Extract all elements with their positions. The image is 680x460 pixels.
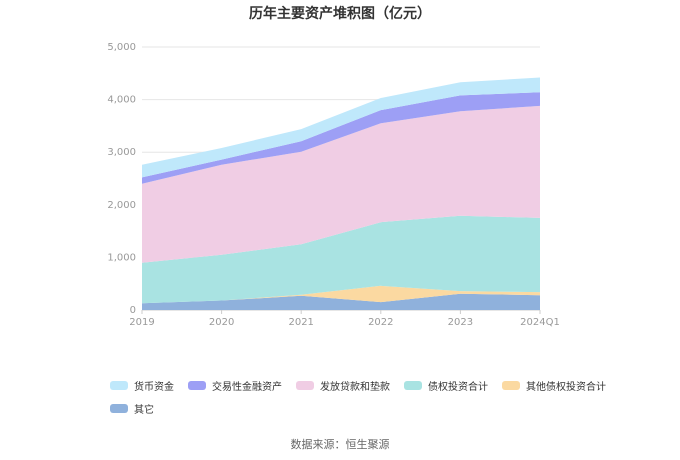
- legend-swatch: [296, 381, 314, 390]
- area-3: [142, 105, 540, 263]
- legend-swatch: [110, 381, 128, 390]
- x-tick-label: 2023: [448, 317, 473, 328]
- data-source: 数据来源：恒生聚源: [290, 438, 390, 451]
- legend-label: 发放贷款和垫款: [320, 382, 390, 393]
- y-tick-label: 3,000: [107, 147, 136, 158]
- chart-title: 历年主要资产堆积图（亿元）: [249, 5, 431, 22]
- legend-item[interactable]: 发放贷款和垫款: [296, 378, 390, 393]
- x-tick-label: 2021: [288, 317, 313, 328]
- x-tick-label: 2019: [129, 317, 154, 328]
- y-tick-label: 0: [130, 305, 136, 316]
- legend-label: 债权投资合计: [428, 382, 488, 393]
- y-tick-label: 2,000: [107, 200, 136, 211]
- legend-label: 交易性金融资产: [212, 382, 282, 393]
- legend-item[interactable]: 交易性金融资产: [188, 378, 282, 393]
- legend-item[interactable]: 其他债权投资合计: [502, 378, 606, 393]
- x-tick-label: 2020: [209, 317, 234, 328]
- x-tick-label: 2024Q1: [520, 317, 560, 328]
- legend-label: 货币资金: [134, 382, 174, 393]
- area-4: [142, 92, 540, 184]
- legend-swatch: [502, 381, 520, 390]
- legend-item[interactable]: 其它: [110, 401, 154, 416]
- legend: 货币资金 交易性金融资产 发放贷款和垫款 债权投资合计 其他债权投资合计其它: [110, 378, 650, 424]
- legend-swatch: [188, 381, 206, 390]
- legend-item[interactable]: 债权投资合计: [404, 378, 488, 393]
- area-series: [142, 77, 540, 310]
- legend-swatch: [404, 381, 422, 390]
- legend-item[interactable]: 货币资金: [110, 378, 174, 393]
- x-axis-ticks: 2019 2020 2021 2022 2023 2024Q1: [129, 310, 560, 328]
- area-2: [142, 215, 540, 304]
- area-0: [142, 293, 540, 310]
- legend-label: 其它: [134, 405, 154, 416]
- y-axis-ticks: 0 1,000 2,000 3,000 4,000 5,000: [107, 42, 136, 316]
- y-tick-label: 1,000: [107, 252, 136, 263]
- y-tick-label: 4,000: [107, 95, 136, 106]
- y-tick-label: 5,000: [107, 42, 136, 53]
- legend-label: 其他债权投资合计: [526, 382, 606, 393]
- area-5: [142, 77, 540, 178]
- x-tick-label: 2022: [368, 317, 393, 328]
- legend-swatch: [110, 404, 128, 413]
- area-1: [142, 285, 540, 304]
